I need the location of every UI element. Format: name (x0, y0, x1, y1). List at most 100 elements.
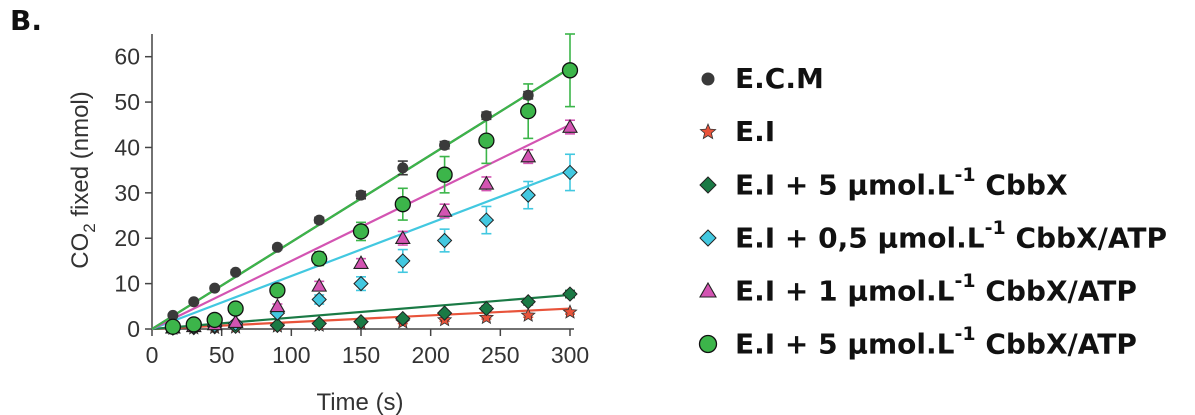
data-markers (164, 62, 579, 336)
legend-label-superscript: -1 (954, 270, 976, 293)
data-point (188, 296, 200, 308)
legend-label-superscript: -1 (984, 217, 1006, 240)
data-point (478, 300, 495, 317)
legend-label-main: E.I + 0,5 µmol.L (735, 221, 985, 255)
data-point (478, 132, 495, 149)
x-tick-label: 250 (481, 342, 519, 368)
legend-label-main: E.C.M (735, 62, 824, 95)
data-point (522, 89, 534, 101)
y-tick-label: 30 (114, 180, 140, 206)
data-point (520, 103, 537, 120)
data-point (562, 164, 578, 181)
legend-item: E.I + 5 µmol.L-1 CbbX (695, 158, 1190, 211)
legend-marker-star (699, 122, 717, 139)
legend-label-suffix: CbbX/ATP (1005, 221, 1168, 255)
data-point (353, 314, 369, 330)
legend-label-main: E.I + 5 µmol.L (735, 168, 955, 202)
y-axis-label-pre: CO (67, 233, 94, 269)
legend-item: E.I + 0,5 µmol.L-1 CbbX/ATP (695, 211, 1190, 264)
data-point (520, 148, 537, 163)
data-point (269, 298, 286, 313)
data-point (436, 305, 453, 321)
x-tick-label: 50 (209, 342, 235, 368)
legend-label-main: E.I + 5 µmol.L (735, 327, 955, 361)
data-point (436, 166, 453, 183)
data-point (478, 309, 495, 325)
data-point (699, 281, 717, 298)
legend-label: E.I + 0,5 µmol.L-1 CbbX/ATP (735, 217, 1168, 255)
legend-label-suffix: CbbX/ATP (975, 274, 1137, 308)
x-tick-label: 200 (411, 342, 449, 368)
data-point (269, 282, 286, 299)
error-bars (167, 33, 575, 330)
x-tick-label: 0 (146, 342, 159, 368)
fit-line-series-3 (151, 169, 571, 331)
y-axis-label: CO2 fixed (nmol) (67, 91, 99, 269)
x-tick-label: 100 (272, 342, 310, 368)
data-point (699, 228, 717, 247)
data-point (311, 315, 327, 332)
data-point (206, 311, 223, 329)
y-tick-label: 10 (114, 271, 140, 297)
data-point (478, 175, 495, 190)
legend-label: E.C.M (735, 62, 824, 95)
data-point (699, 175, 717, 194)
data-point (436, 232, 453, 249)
legend-item: E.I + 1 µmol.L-1 CbbX/ATP (695, 264, 1190, 317)
data-point (227, 314, 244, 328)
legend-item: E.I (695, 105, 1190, 158)
data-point (698, 334, 718, 353)
data-point (185, 316, 202, 333)
data-point (394, 196, 411, 213)
data-point (520, 307, 536, 322)
data-point (353, 275, 369, 292)
data-point (478, 212, 495, 228)
legend-label-suffix: CbbX/ATP (975, 327, 1137, 361)
data-point (394, 230, 411, 245)
y-tick-label: 0 (127, 316, 140, 342)
data-point (561, 62, 579, 79)
y-tick-label: 20 (114, 225, 140, 251)
data-point (520, 187, 536, 203)
legend-marker-diamond (699, 175, 717, 194)
legend-label: E.I + 5 µmol.L-1 CbbX (735, 164, 1068, 202)
legend-marker-circle (698, 334, 718, 353)
data-point (164, 318, 182, 335)
y-tick-label: 40 (114, 134, 140, 160)
legend-label: E.I (735, 115, 775, 148)
legend-item: E.I + 5 µmol.L-1 CbbX/ATP (695, 317, 1190, 370)
data-point (167, 309, 179, 321)
legend-label-main: E.I + 1 µmol.L (735, 274, 955, 308)
data-point (395, 310, 411, 327)
data-point (562, 118, 578, 133)
data-point (352, 223, 370, 240)
y-tick-label: 60 (114, 44, 140, 70)
co2-fixation-chart: 0 10 20 30 40 50 60 0 50 100 150 200 250 300 Time (s)… (67, 33, 589, 415)
legend-label-main: E.I (735, 115, 776, 148)
data-point (311, 250, 328, 267)
data-point (395, 253, 411, 269)
x-tick-label: 150 (342, 342, 380, 368)
legend-marker-dot (701, 72, 715, 85)
data-point (562, 286, 578, 302)
y-tick-label: 50 (114, 89, 140, 115)
data-point (397, 162, 409, 174)
data-point (209, 282, 221, 294)
data-point (230, 266, 242, 278)
axes: 0 10 20 30 40 50 60 0 50 100 150 200 250 300 (114, 34, 589, 368)
legend-item: E.C.M (695, 52, 1190, 105)
y-axis-label-post: fixed (nmol) (67, 91, 94, 223)
y-axis-label-sub: 2 (80, 223, 99, 232)
data-point (562, 304, 578, 319)
data-point (313, 214, 325, 226)
data-point (311, 277, 328, 292)
legend-label: E.I + 1 µmol.L-1 CbbX/ATP (735, 270, 1137, 308)
legend-label-superscript: -1 (954, 323, 976, 346)
data-point (269, 317, 286, 334)
legend-label: E.I + 5 µmol.L-1 CbbX/ATP (735, 323, 1137, 361)
x-tick-label: 300 (551, 342, 589, 368)
legend-marker-triangle (699, 281, 717, 298)
data-point (227, 300, 244, 317)
legend-marker-diamond (699, 228, 717, 247)
data-point (520, 294, 536, 310)
